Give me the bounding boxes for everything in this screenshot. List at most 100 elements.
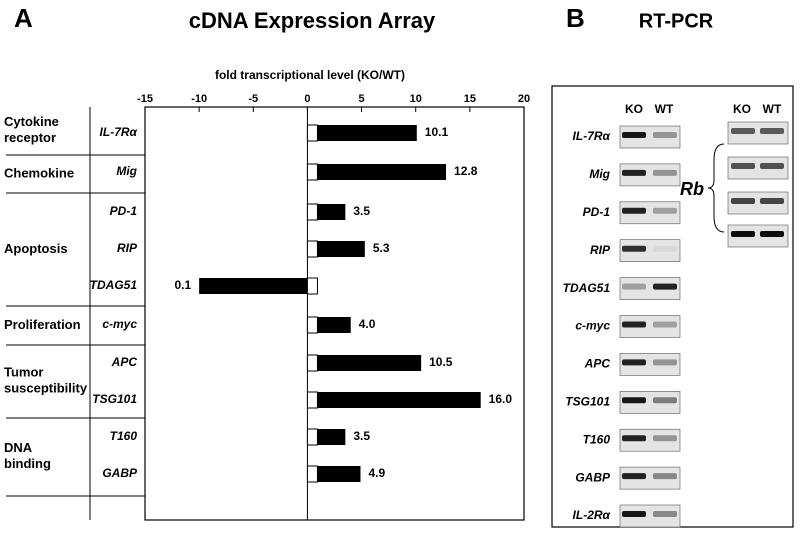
- gene-label: TDAG51: [563, 281, 611, 295]
- baseline-box: [306, 277, 318, 295]
- x-tick-label: 5: [359, 93, 365, 105]
- group-label: DNA binding: [4, 440, 51, 471]
- axis-label: fold transcriptional level (KO/WT): [215, 68, 405, 82]
- gene-label: GABP: [575, 470, 611, 484]
- x-tick-label: -15: [137, 93, 153, 105]
- gene-label: IL-2Rα: [573, 508, 611, 522]
- gel-band: [622, 207, 646, 214]
- gel-band: [622, 132, 646, 138]
- gel-band: [731, 128, 755, 134]
- value-label: 12.8: [454, 164, 478, 178]
- column-label: WT: [655, 102, 674, 116]
- gel-lane: [619, 504, 681, 528]
- category-label: TDAG51: [90, 278, 138, 292]
- gel-band: [653, 473, 677, 480]
- value-label: 3.5: [353, 429, 370, 443]
- bar: [317, 466, 361, 482]
- column-label: WT: [763, 102, 782, 116]
- value-label: 4.0: [359, 317, 376, 331]
- baseline-box: [306, 391, 318, 409]
- gel-band: [653, 245, 677, 252]
- gel-band: [653, 359, 677, 366]
- rb-label: Rb: [680, 179, 704, 199]
- value-label: 10.5: [429, 355, 453, 369]
- value-label: 0.1: [174, 278, 191, 292]
- panel-title: RT-PCR: [639, 10, 714, 32]
- bar: [317, 125, 417, 141]
- gene-label: IL-7Rα: [573, 129, 611, 143]
- category-label: RIP: [117, 241, 138, 255]
- gel-band: [653, 169, 677, 176]
- gel-lane: [727, 121, 789, 145]
- bar: [317, 204, 346, 220]
- bar: [317, 429, 346, 445]
- gel-band: [731, 198, 755, 204]
- gel-lane: [619, 428, 681, 452]
- gel-band: [760, 231, 784, 237]
- gene-label: c-myc: [575, 319, 610, 333]
- gel-band: [760, 198, 784, 204]
- bar: [317, 164, 447, 180]
- gene-label: RIP: [590, 243, 611, 257]
- baseline-box: [306, 240, 318, 258]
- gel-lane: [619, 277, 681, 300]
- gel-band: [622, 359, 646, 366]
- panel-letter: A: [14, 3, 33, 33]
- gel-lane: [619, 201, 681, 225]
- category-label: IL-7Rα: [100, 125, 138, 139]
- gel-lane: [619, 390, 681, 414]
- gene-label: PD-1: [583, 205, 611, 219]
- baseline-box: [306, 163, 318, 181]
- value-label: 16.0: [489, 392, 513, 406]
- gene-label: Mig: [589, 167, 610, 181]
- gel-band: [622, 245, 646, 252]
- gel-lane: [619, 315, 681, 338]
- gel-band: [731, 163, 755, 169]
- gel-lane: [619, 466, 681, 490]
- gel-band: [622, 283, 646, 290]
- gene-label: TSG101: [565, 394, 610, 408]
- group-label: Apoptosis: [4, 241, 68, 256]
- gel-band: [622, 169, 646, 176]
- category-label: T160: [110, 429, 138, 443]
- gel-lane: [619, 353, 681, 376]
- x-tick-label: 15: [464, 93, 476, 105]
- gel-lane: [619, 239, 681, 262]
- gel-frame: [551, 85, 794, 528]
- x-tick-label: 20: [518, 93, 530, 105]
- chart-title: cDNA Expression Array: [189, 8, 436, 33]
- x-tick-label: 0: [304, 93, 310, 105]
- gel-band: [622, 435, 646, 442]
- group-label: Chemokine: [4, 165, 74, 180]
- baseline-box: [306, 316, 318, 334]
- baseline-box: [306, 465, 318, 483]
- x-tick-label: 10: [410, 93, 422, 105]
- gene-label: APC: [584, 357, 611, 371]
- gel-band: [653, 397, 677, 404]
- category-label: APC: [111, 355, 138, 369]
- gel-band: [653, 283, 677, 290]
- bracket: [707, 143, 725, 233]
- gel-band: [622, 511, 646, 517]
- group-label: Proliferation: [4, 317, 81, 332]
- bar: [317, 392, 481, 408]
- gel-band: [622, 321, 646, 328]
- column-label: KO: [733, 102, 751, 116]
- gel-band: [653, 132, 677, 138]
- baseline-box: [306, 354, 318, 372]
- column-label: KO: [625, 102, 643, 116]
- gel-band: [653, 321, 677, 328]
- value-label: 10.1: [425, 125, 449, 139]
- gel-lane: [619, 125, 681, 149]
- group-label: Cytokine receptor: [4, 114, 59, 145]
- gel-lane: [619, 163, 681, 187]
- gel-band: [653, 511, 677, 517]
- baseline-box: [306, 124, 318, 142]
- category-label: PD-1: [110, 204, 138, 218]
- panel-letter: B: [566, 3, 585, 33]
- gel-lane: [727, 191, 789, 215]
- category-label: GABP: [102, 466, 138, 480]
- gel-band: [653, 207, 677, 214]
- baseline-box: [306, 203, 318, 221]
